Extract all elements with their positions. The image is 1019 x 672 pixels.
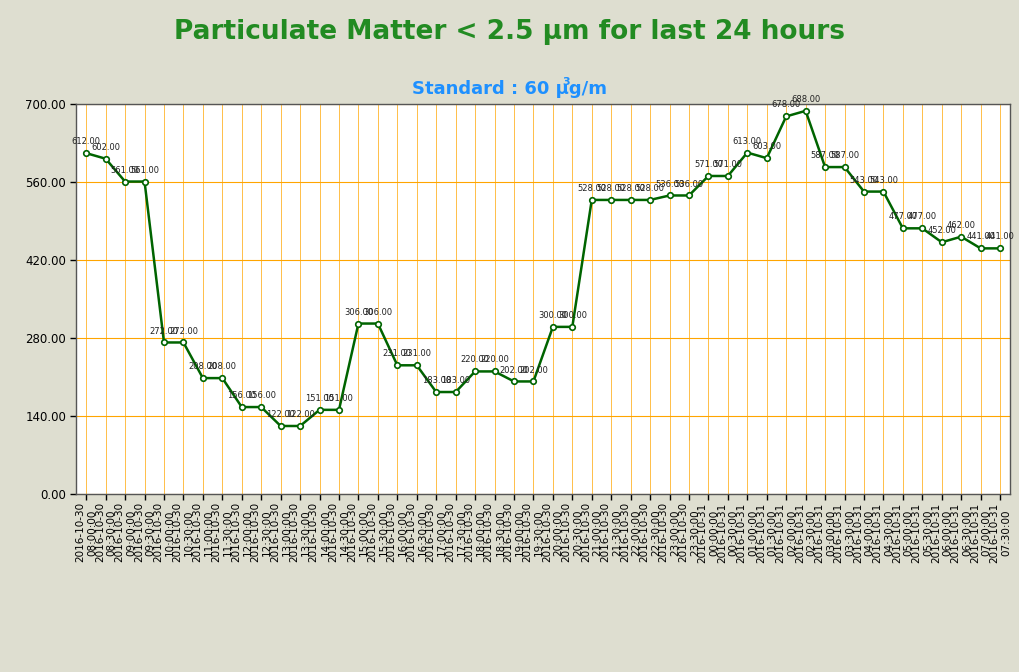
Text: 602.00: 602.00: [91, 142, 120, 152]
Text: 452.00: 452.00: [926, 226, 955, 235]
Text: 122.00: 122.00: [266, 410, 294, 419]
Text: 272.00: 272.00: [169, 327, 198, 335]
Text: 300.00: 300.00: [538, 311, 567, 320]
Text: 587.00: 587.00: [810, 151, 839, 160]
Text: 202.00: 202.00: [519, 366, 547, 374]
Text: 122.00: 122.00: [285, 410, 314, 419]
Text: 612.00: 612.00: [71, 137, 101, 146]
Text: 477.00: 477.00: [888, 212, 916, 221]
Text: 571.00: 571.00: [712, 160, 742, 169]
Text: 183.00: 183.00: [421, 376, 450, 385]
Text: 528.00: 528.00: [635, 184, 664, 193]
Text: 441.00: 441.00: [984, 233, 1014, 241]
Text: 208.00: 208.00: [208, 362, 236, 371]
Text: 441.00: 441.00: [965, 233, 995, 241]
Text: 231.00: 231.00: [401, 349, 431, 358]
Text: 536.00: 536.00: [674, 179, 703, 189]
Text: 183.00: 183.00: [440, 376, 470, 385]
Text: 156.00: 156.00: [247, 391, 275, 400]
Text: 220.00: 220.00: [480, 355, 508, 364]
Text: 536.00: 536.00: [654, 179, 684, 189]
Text: 587.00: 587.00: [829, 151, 858, 160]
Text: 528.00: 528.00: [577, 184, 605, 193]
Text: 561.00: 561.00: [110, 165, 140, 175]
Text: 272.00: 272.00: [150, 327, 178, 335]
Text: 151.00: 151.00: [324, 394, 353, 403]
Text: 543.00: 543.00: [868, 175, 897, 185]
Text: 306.00: 306.00: [343, 308, 373, 317]
Text: 208.00: 208.00: [189, 362, 217, 371]
Text: 528.00: 528.00: [596, 184, 625, 193]
Text: 202.00: 202.00: [499, 366, 528, 374]
Text: 561.00: 561.00: [130, 165, 159, 175]
Text: 462.00: 462.00: [946, 220, 975, 230]
Text: 151.00: 151.00: [305, 394, 333, 403]
Text: 3: 3: [561, 77, 570, 87]
Text: 300.00: 300.00: [557, 311, 586, 320]
Text: 688.00: 688.00: [791, 95, 819, 104]
Text: 477.00: 477.00: [907, 212, 935, 221]
Text: 678.00: 678.00: [770, 101, 800, 110]
Text: 613.00: 613.00: [732, 136, 761, 146]
Text: 528.00: 528.00: [615, 184, 644, 193]
Text: 231.00: 231.00: [382, 349, 412, 358]
Text: 220.00: 220.00: [461, 355, 489, 364]
Text: 571.00: 571.00: [693, 160, 722, 169]
Text: Particulate Matter < 2.5 μm for last 24 hours: Particulate Matter < 2.5 μm for last 24 …: [174, 19, 845, 45]
Text: 156.00: 156.00: [227, 391, 256, 400]
Text: 306.00: 306.00: [363, 308, 392, 317]
Text: 603.00: 603.00: [751, 142, 781, 151]
Text: Standard : 60 μg/m: Standard : 60 μg/m: [412, 80, 607, 98]
Text: 543.00: 543.00: [849, 175, 877, 185]
